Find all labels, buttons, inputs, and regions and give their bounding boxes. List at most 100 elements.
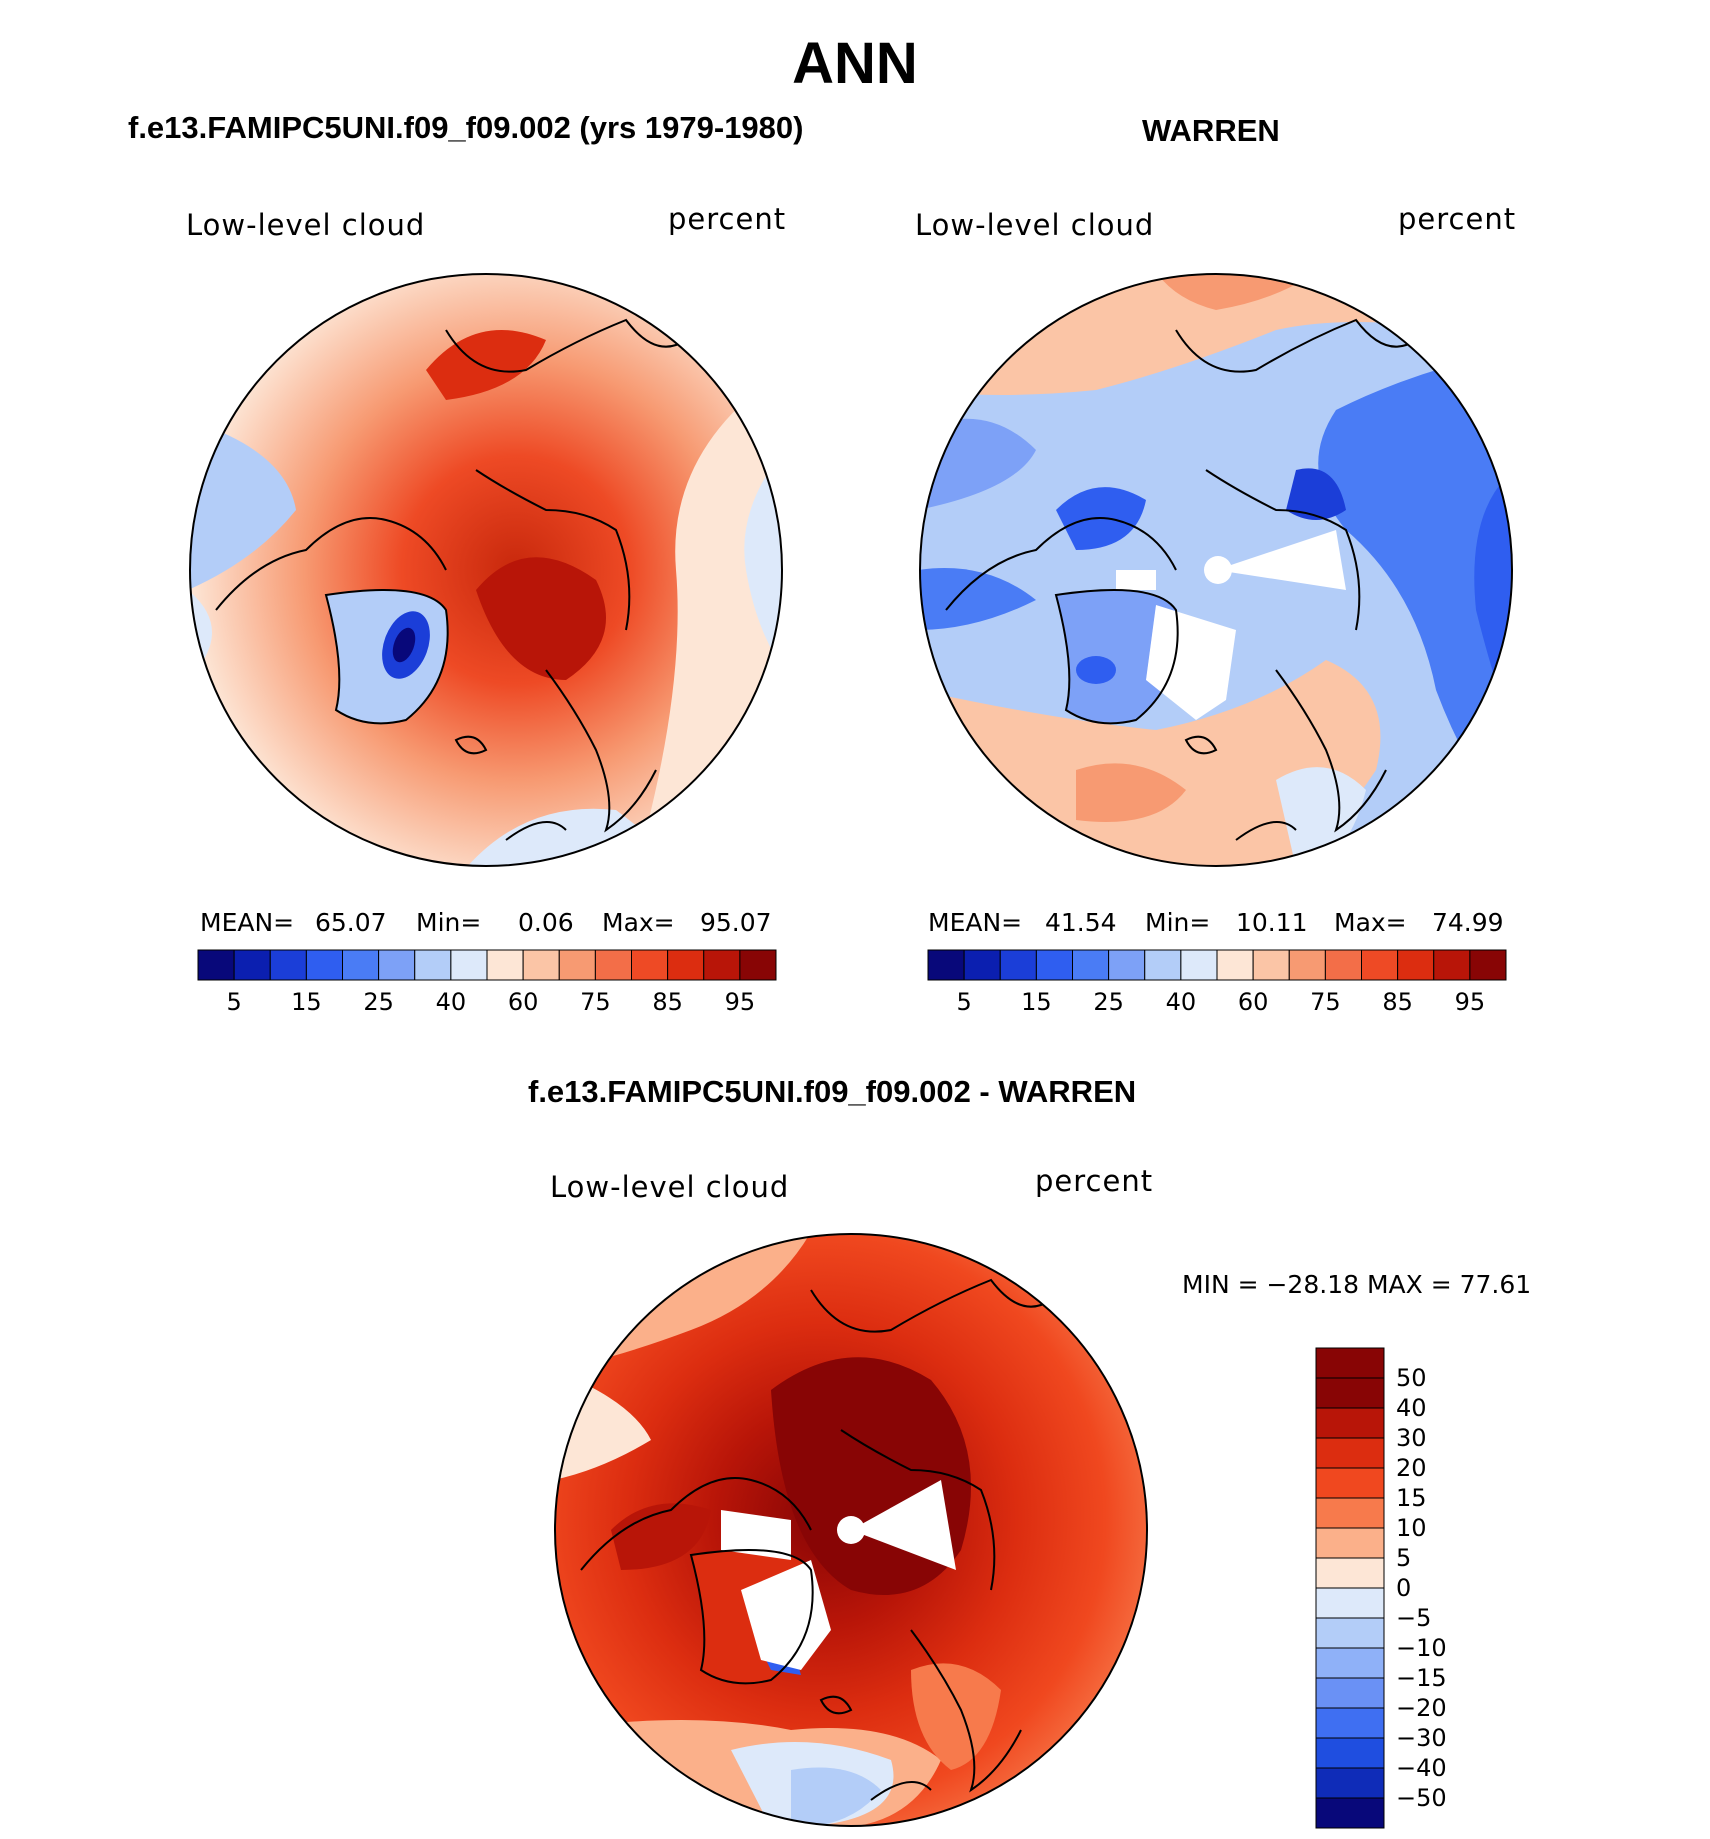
panel1-colorbar-tick-label: 85 [652,988,683,1016]
panel1-colorbar-swatch-1 [233,949,271,981]
panel1-min-label: Min= [416,908,482,937]
panel1-colorbar-tick-label: 25 [363,988,394,1016]
panel3-colorbar-tick-label: 10 [1396,1514,1427,1542]
panel1-colorbar-swatch-3 [305,949,343,981]
panel1-colorbar-tick-label: 15 [291,988,322,1016]
panel3-colorbar-swatch-2 [1315,1407,1385,1439]
panel2-variable-label: Low-level cloud [915,208,1155,242]
panel2-colorbar-swatch-9 [1252,949,1290,981]
panel2-colorbar-swatch-6 [1144,949,1182,981]
panel1-mean-value: 65.07 [315,908,387,937]
panel1-colorbar-ticks: 5 15 25 40 60 75 85 95 [198,988,776,1018]
panel2-colorbar-swatch-15 [1469,949,1507,981]
panel3-units-label: percent [1035,1164,1154,1198]
panel1-colorbar-swatch-6 [414,949,452,981]
panel3-colorbar-tick-label: −30 [1396,1724,1447,1752]
panel3-subtitle: f.e13.FAMIPC5UNI.f09_f09.002 - WARREN [528,1074,1137,1109]
panel2-colorbar-ticks: 5 15 25 40 60 75 85 95 [928,988,1506,1018]
panel1-colorbar-tick-label: 5 [226,988,242,1016]
panel2-colorbar-tick-label: 25 [1093,988,1124,1016]
panel3-colorbar-tick-label: −15 [1396,1664,1447,1692]
panel1-colorbar-swatch-2 [269,949,307,981]
panel3-coastlines [580,1278,1052,1801]
panel2-colorbar-swatch-2 [999,949,1037,981]
panel2-colorbar-swatch-10 [1288,949,1326,981]
panel1-colorbar-swatch-13 [667,949,705,981]
panel3-colorbar-tick-label: 50 [1396,1364,1427,1392]
panel3-colorbar-swatch-7 [1315,1557,1385,1589]
panel3-colorbar-swatch-12 [1315,1707,1385,1739]
panel2-colorbar-tick-label: 85 [1382,988,1413,1016]
panel3-colorbar-swatch-14 [1315,1767,1385,1799]
panel3-polar-map [554,1233,1148,1827]
panel2-units-label: percent [1398,202,1517,236]
panel2-min-value: 10.11 [1236,908,1308,937]
panel1-colorbar-swatch-7 [450,949,488,981]
panel1-colorbar-swatch-4 [342,949,380,981]
panel3-colorbar-swatch-0 [1315,1347,1385,1379]
panel3-colorbar-tick-label: −20 [1396,1694,1447,1722]
panel1-polar-map [189,273,783,867]
panel3-variable-label: Low-level cloud [550,1170,790,1204]
panel1-max-label: Max= [602,908,675,937]
panel1-field-base [190,274,782,866]
panel1-colorbar-tick-label: 75 [580,988,611,1016]
panel1-units-label: percent [668,202,787,236]
panel3-colorbar-tick-label: 40 [1396,1394,1427,1422]
panel1-min-value: 0.06 [518,908,574,937]
panel3-colorbar-ticks: 50 40 30 20 15 10 5 0 −5 −10 −15 −20 −30 −40 −50 [1396,1348,1476,1828]
panel1-colorbar-swatch-9 [522,949,560,981]
panel3-colorbar-tick-label: 0 [1396,1574,1412,1602]
panel2-missing-data [1146,605,1236,720]
main-title: ANN [792,31,918,96]
panel3-colorbar-swatch-4 [1315,1467,1385,1499]
panel1-mean-label: MEAN= [200,908,295,937]
panel3-colorbar-swatch-8 [1315,1587,1385,1619]
panel1-field-blue-west [190,420,296,590]
panel2-colorbar-swatch-8 [1216,949,1254,981]
panel2-colorbar-tick-label: 40 [1165,988,1197,1016]
panel2-mean-label: MEAN= [928,908,1023,937]
panel3-map-border [554,1233,1148,1827]
panel3-colorbar-swatch-5 [1315,1497,1385,1529]
panel1-coastlines [215,318,687,841]
panel1-colorbar-tick-label: 60 [507,988,539,1016]
panel3-colorbar-tick-label: −5 [1396,1604,1432,1632]
panel1-colorbar-swatch-10 [558,949,596,981]
panel2-colorbar [927,949,1507,981]
panel2-colorbar-tick-label: 5 [956,988,972,1016]
panel2-map-border [919,273,1513,867]
panel1-colorbar-swatch-5 [378,949,416,981]
panel3-colorbar-tick-label: −40 [1396,1754,1447,1782]
panel2-field-blue-east [1318,350,1512,830]
panel2-mean-value: 41.54 [1045,908,1117,937]
panel2-colorbar-swatch-12 [1361,949,1399,981]
panel3-colorbar-swatch-15 [1315,1797,1385,1829]
panel3-colorbar-swatch-6 [1315,1527,1385,1559]
panel3-colorbar-swatch-11 [1315,1677,1385,1709]
panel1-colorbar-tick-label: 40 [435,988,467,1016]
panel3-colorbar [1315,1347,1385,1829]
panel2-colorbar-tick-label: 60 [1237,988,1269,1016]
panel2-colorbar-swatch-3 [1035,949,1073,981]
panel2-colorbar-tick-label: 75 [1310,988,1341,1016]
panel1-map-border [189,273,783,867]
panel2-colorbar-tick-label: 95 [1454,988,1486,1016]
panel2-colorbar-swatch-14 [1433,949,1471,981]
panel2-colorbar-swatch-5 [1108,949,1146,981]
panel2-coastlines [945,318,1417,841]
panel2-subtitle: WARREN [1142,113,1280,148]
panel1-colorbar-swatch-0 [197,949,235,981]
panel1-variable-label: Low-level cloud [186,208,426,242]
panel2-colorbar-tick-label: 15 [1021,988,1052,1016]
panel1-colorbar-swatch-14 [703,949,741,981]
panel2-max-value: 74.99 [1432,908,1504,937]
panel3-colorbar-tick-label: 5 [1396,1544,1412,1572]
panel1-colorbar-swatch-11 [594,949,632,981]
panel3-colorbar-tick-label: 30 [1396,1424,1427,1452]
panel2-colorbar-swatch-0 [927,949,965,981]
panel3-colorbar-swatch-1 [1315,1377,1385,1409]
panel3-colorbar-swatch-10 [1315,1647,1385,1679]
panel1-field-dark-core [476,557,606,680]
panel3-colorbar-tick-label: −10 [1396,1634,1447,1662]
